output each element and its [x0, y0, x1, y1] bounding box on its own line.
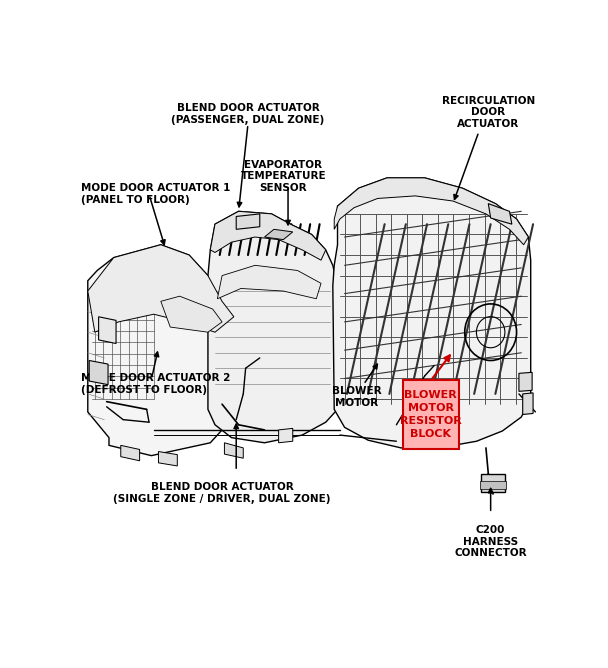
Polygon shape — [218, 265, 321, 299]
Polygon shape — [208, 211, 337, 443]
Polygon shape — [161, 296, 222, 332]
Polygon shape — [482, 474, 505, 492]
Polygon shape — [88, 244, 234, 456]
Polygon shape — [224, 443, 243, 458]
FancyBboxPatch shape — [402, 380, 458, 449]
Polygon shape — [333, 178, 531, 448]
Polygon shape — [236, 214, 260, 229]
Text: MODE DOOR ACTUATOR 1
(PANEL TO FLOOR): MODE DOOR ACTUATOR 1 (PANEL TO FLOOR) — [81, 183, 230, 204]
Polygon shape — [210, 211, 326, 261]
Polygon shape — [159, 452, 178, 466]
Polygon shape — [334, 178, 528, 244]
Polygon shape — [89, 361, 108, 385]
Text: BLEND DOOR ACTUATOR
(SINGLE ZONE / DRIVER, DUAL ZONE): BLEND DOOR ACTUATOR (SINGLE ZONE / DRIVE… — [113, 482, 331, 504]
Polygon shape — [88, 244, 234, 332]
Text: C200
HARNESS
CONNECTOR: C200 HARNESS CONNECTOR — [454, 525, 527, 558]
Polygon shape — [523, 393, 533, 414]
Polygon shape — [121, 446, 140, 461]
Polygon shape — [488, 204, 512, 224]
Text: MODE DOOR ACTUATOR 2
(DEFROST TO FLOOR): MODE DOOR ACTUATOR 2 (DEFROST TO FLOOR) — [81, 373, 230, 395]
Polygon shape — [264, 229, 293, 240]
Polygon shape — [519, 372, 532, 391]
Text: RECIRCULATION
DOOR
ACTUATOR: RECIRCULATION DOOR ACTUATOR — [441, 96, 535, 129]
Text: BLOWER
MOTOR: BLOWER MOTOR — [331, 386, 381, 407]
Text: EVAPORATOR
TEMPERATURE
SENSOR: EVAPORATOR TEMPERATURE SENSOR — [241, 160, 326, 193]
Text: BLEND DOOR ACTUATOR
(PASSENGER, DUAL ZONE): BLEND DOOR ACTUATOR (PASSENGER, DUAL ZON… — [171, 104, 325, 125]
Polygon shape — [480, 482, 506, 489]
Polygon shape — [98, 317, 116, 343]
Text: BLOWER
MOTOR
RESISTOR
BLOCK: BLOWER MOTOR RESISTOR BLOCK — [399, 389, 461, 440]
Polygon shape — [278, 428, 293, 443]
